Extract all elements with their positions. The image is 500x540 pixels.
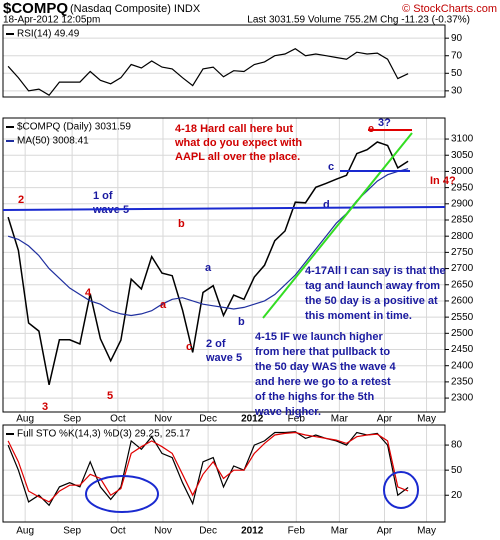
y-tick-label: 2300 xyxy=(451,393,474,404)
y-tick-label: 20 xyxy=(451,490,463,501)
y-tick-label: 50 xyxy=(451,68,463,79)
y-tick-label: 2500 xyxy=(451,328,474,339)
y-tick-label: 2450 xyxy=(451,344,474,355)
annotation: 3? xyxy=(378,117,391,129)
annotation: d xyxy=(323,199,330,211)
source: © StockCharts.com xyxy=(402,3,497,15)
annotation: c xyxy=(186,341,192,353)
y-tick-label: 3100 xyxy=(451,134,474,145)
symbol: $COMPQ xyxy=(3,0,68,17)
legend-label: Full STO %K(14,3) %D(3) 29.25, 25.17 xyxy=(17,429,191,440)
y-tick-label: 2700 xyxy=(451,263,474,274)
y-tick-label: 2400 xyxy=(451,360,474,371)
annotation: 2 xyxy=(18,194,24,206)
annotation: tag and launch away from xyxy=(305,280,440,292)
annotation: the 50 day is a positive at xyxy=(305,295,438,307)
annotation: In 4? xyxy=(430,175,456,187)
y-tick-label: 2800 xyxy=(451,231,474,242)
annotation: a xyxy=(160,299,167,311)
y-tick-label: 2650 xyxy=(451,279,474,290)
highlight-ellipse xyxy=(383,471,419,509)
x-tick-label: 2012 xyxy=(241,526,264,537)
x-tick-label: Nov xyxy=(154,526,172,537)
annotation: and here we go to a retest xyxy=(255,376,391,388)
annotation: 4-17All I can say is that the xyxy=(305,265,446,277)
annotation: 3 xyxy=(42,401,48,413)
y-tick-label: 3050 xyxy=(451,150,474,161)
x-tick-label: Aug xyxy=(16,414,34,425)
x-tick-label: Dec xyxy=(199,414,217,425)
y-tick-label: 70 xyxy=(451,50,463,61)
panel-frame xyxy=(2,424,446,523)
panel-frame xyxy=(2,24,446,98)
y-tick-label: 2600 xyxy=(451,296,474,307)
drawings xyxy=(2,129,446,513)
y-tick-label: 2900 xyxy=(451,198,474,209)
x-tick-label: Oct xyxy=(110,414,126,425)
date: 18-Apr-2012 12:05pm xyxy=(3,15,100,26)
x-tick-label: Sep xyxy=(63,526,81,537)
annotation: 2 of xyxy=(206,338,226,350)
x-tick-label: Mar xyxy=(331,414,349,425)
index-name: (Nasdaq Composite) INDX xyxy=(70,3,201,15)
annotation: c xyxy=(328,161,334,173)
annotation: this moment in time. xyxy=(305,310,412,322)
y-tick-label: 2850 xyxy=(451,215,474,226)
annotation: 4 xyxy=(85,287,92,299)
legend-label: $COMPQ (Daily) 3031.59 xyxy=(17,122,131,133)
annotation: b xyxy=(178,218,185,230)
annotation: a xyxy=(205,262,212,274)
x-tick-label: Nov xyxy=(154,414,172,425)
annotation: of the highs for the 5th xyxy=(255,391,374,403)
annotation: 4-15 IF we launch higher xyxy=(255,331,383,343)
highlight-ellipse xyxy=(85,475,159,513)
annotation: the 50 day WAS the wave 4 xyxy=(255,361,396,373)
legend-label: RSI(14) 49.49 xyxy=(17,29,80,40)
x-tick-label: Feb xyxy=(288,526,306,537)
x-tick-label: May xyxy=(417,414,436,425)
y-tick-label: 2750 xyxy=(451,247,474,258)
series-line xyxy=(7,431,409,503)
annotation: from here that pullback to xyxy=(255,346,390,358)
y-tick-label: 90 xyxy=(451,33,463,44)
annotation: e xyxy=(368,123,374,135)
annotation: AAPL all over the place. xyxy=(175,151,300,163)
series-line xyxy=(7,168,409,317)
x-tick-label: Apr xyxy=(377,414,393,425)
y-tick-label: 80 xyxy=(451,440,463,451)
x-tick-label: 2012 xyxy=(241,414,264,425)
y-tick-label: 30 xyxy=(451,85,463,96)
annotation: 4-18 Hard call here but xyxy=(175,123,293,135)
annotation: what do you expect with xyxy=(174,137,302,149)
y-tick-label: 2550 xyxy=(451,312,474,323)
annotation: b xyxy=(238,316,245,328)
annotation: 1 of xyxy=(93,190,113,202)
x-tick-label: May xyxy=(417,526,436,537)
x-tick-label: Apr xyxy=(377,526,393,537)
x-tick-label: Dec xyxy=(199,526,217,537)
support-line xyxy=(2,206,446,211)
x-tick-label: Aug xyxy=(16,526,34,537)
trend-line xyxy=(262,132,413,319)
annotation: wave higher. xyxy=(254,406,321,418)
y-tick-label: 2950 xyxy=(451,182,474,193)
y-tick-label: 50 xyxy=(451,465,463,476)
y-tick-label: 3000 xyxy=(451,166,474,177)
annotation: wave 5 xyxy=(205,352,242,364)
x-tick-label: Feb xyxy=(288,414,306,425)
x-tick-label: Mar xyxy=(331,526,349,537)
x-tick-label: Sep xyxy=(63,414,81,425)
x-tick-label: Oct xyxy=(110,526,126,537)
annotation: 5 xyxy=(107,390,113,402)
series-line xyxy=(7,48,409,96)
quote: Last 3031.59 Volume 755.2M Chg -11.23 (-… xyxy=(247,15,470,26)
legend-label: MA(50) 3008.41 xyxy=(17,136,89,147)
panel-frame xyxy=(2,117,446,413)
y-tick-label: 2350 xyxy=(451,377,474,388)
series-line xyxy=(7,141,409,385)
